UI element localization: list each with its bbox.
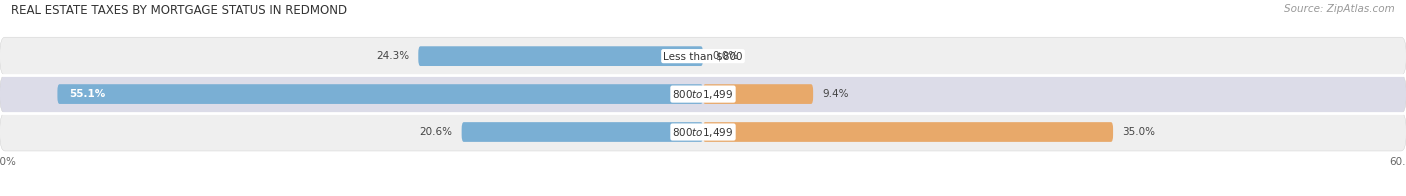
FancyBboxPatch shape (461, 122, 703, 142)
Text: Less than $800: Less than $800 (664, 51, 742, 61)
FancyBboxPatch shape (0, 75, 1406, 113)
FancyBboxPatch shape (0, 113, 1406, 151)
FancyBboxPatch shape (0, 37, 1406, 75)
FancyBboxPatch shape (703, 84, 813, 104)
Text: Source: ZipAtlas.com: Source: ZipAtlas.com (1284, 4, 1395, 14)
Text: 20.6%: 20.6% (419, 127, 453, 137)
Text: $800 to $1,499: $800 to $1,499 (672, 125, 734, 139)
Text: 35.0%: 35.0% (1122, 127, 1156, 137)
Text: 0.0%: 0.0% (713, 51, 738, 61)
FancyBboxPatch shape (419, 46, 703, 66)
FancyBboxPatch shape (58, 84, 703, 104)
Text: 9.4%: 9.4% (823, 89, 849, 99)
FancyBboxPatch shape (703, 122, 1114, 142)
Text: 55.1%: 55.1% (69, 89, 105, 99)
Text: $800 to $1,499: $800 to $1,499 (672, 88, 734, 101)
Text: REAL ESTATE TAXES BY MORTGAGE STATUS IN REDMOND: REAL ESTATE TAXES BY MORTGAGE STATUS IN … (11, 4, 347, 17)
Text: 24.3%: 24.3% (375, 51, 409, 61)
